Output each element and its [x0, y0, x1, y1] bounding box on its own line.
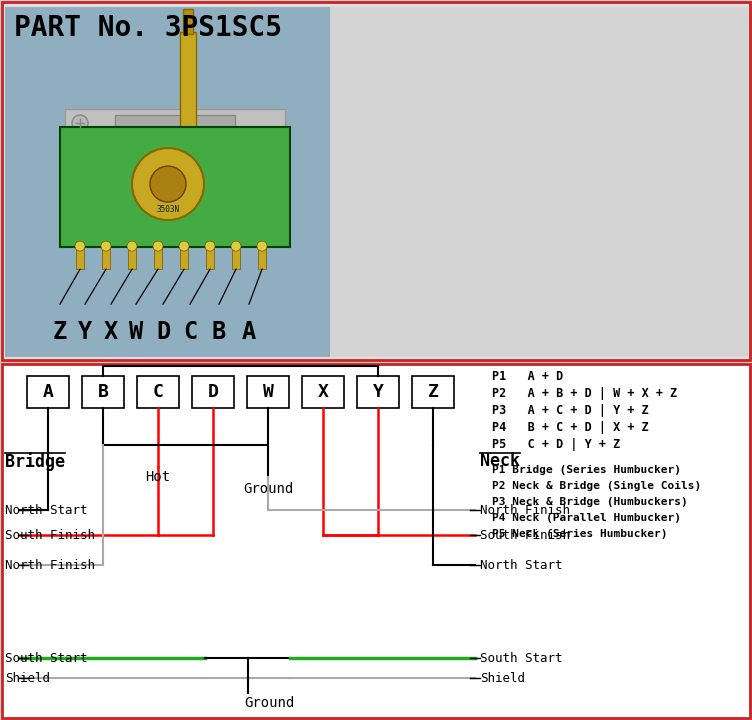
Text: PART No. 3PS1SC5: PART No. 3PS1SC5	[14, 14, 282, 42]
Text: North Start: North Start	[5, 503, 87, 516]
Text: P4   B + C + D | X + Z: P4 B + C + D | X + Z	[492, 421, 649, 434]
Text: Bridge: Bridge	[5, 452, 65, 471]
Bar	[357, 376, 399, 408]
Circle shape	[257, 241, 267, 251]
Text: North Start: North Start	[480, 559, 562, 572]
Bar	[82, 376, 124, 408]
Circle shape	[150, 166, 186, 202]
Bar	[247, 376, 289, 408]
Text: South Start: South Start	[5, 652, 87, 665]
Bar	[412, 376, 454, 408]
Text: B: B	[212, 320, 226, 344]
Bar	[60, 127, 290, 247]
Circle shape	[231, 241, 241, 251]
Text: Z: Z	[53, 320, 67, 344]
Bar	[128, 245, 136, 269]
Text: Neck: Neck	[480, 452, 520, 470]
Text: P2   A + B + D | W + X + Z: P2 A + B + D | W + X + Z	[492, 387, 678, 400]
Text: W: W	[262, 383, 274, 401]
Bar	[258, 245, 266, 269]
Text: Y: Y	[372, 383, 384, 401]
Text: Y: Y	[78, 320, 92, 344]
Text: 3503N: 3503N	[156, 205, 180, 214]
Bar	[137, 376, 179, 408]
Text: South Finish: South Finish	[480, 528, 570, 541]
Bar	[302, 376, 344, 408]
Text: Hot: Hot	[145, 470, 171, 484]
Text: South Start: South Start	[480, 652, 562, 665]
Circle shape	[72, 115, 88, 131]
Text: C: C	[153, 383, 163, 401]
Text: X: X	[317, 383, 329, 401]
Bar	[330, 7, 748, 357]
Text: C: C	[183, 320, 197, 344]
Text: Shield: Shield	[5, 672, 50, 685]
Circle shape	[205, 241, 215, 251]
Bar	[180, 32, 196, 132]
Text: South Finish: South Finish	[5, 528, 95, 541]
Text: A: A	[242, 320, 256, 344]
Bar	[192, 376, 234, 408]
Bar	[76, 245, 84, 269]
Bar	[115, 115, 235, 131]
Text: Ground: Ground	[243, 482, 293, 496]
Text: A: A	[43, 383, 53, 401]
Bar	[206, 245, 214, 269]
Text: Ground: Ground	[244, 696, 294, 710]
Text: P1 Bridge (Series Humbucker): P1 Bridge (Series Humbucker)	[492, 465, 681, 475]
Text: Z: Z	[428, 383, 438, 401]
Text: P3   A + C + D | Y + Z: P3 A + C + D | Y + Z	[492, 404, 649, 417]
Text: P5   C + D | Y + Z: P5 C + D | Y + Z	[492, 438, 620, 451]
Text: North Finish: North Finish	[480, 503, 570, 516]
Bar	[180, 245, 188, 269]
Circle shape	[132, 148, 204, 220]
Text: W: W	[129, 320, 143, 344]
Text: X: X	[104, 320, 118, 344]
Circle shape	[179, 241, 189, 251]
Text: P1   A + D: P1 A + D	[492, 370, 563, 383]
Bar	[65, 109, 285, 137]
Text: B: B	[98, 383, 108, 401]
Bar	[232, 245, 240, 269]
Text: Shield: Shield	[480, 672, 525, 685]
Text: P2 Neck & Bridge (Single Coils): P2 Neck & Bridge (Single Coils)	[492, 481, 702, 491]
Text: D: D	[208, 383, 218, 401]
Text: D: D	[156, 320, 170, 344]
Bar	[154, 245, 162, 269]
Circle shape	[75, 241, 85, 251]
Circle shape	[127, 241, 137, 251]
Text: P3 Neck & Bridge (Humbuckers): P3 Neck & Bridge (Humbuckers)	[492, 497, 688, 507]
Bar	[27, 376, 69, 408]
Circle shape	[153, 241, 163, 251]
Bar	[102, 245, 110, 269]
Bar	[183, 9, 193, 34]
Circle shape	[101, 241, 111, 251]
Text: North Finish: North Finish	[5, 559, 95, 572]
Text: P5 Neck (Series Humbucker): P5 Neck (Series Humbucker)	[492, 529, 668, 539]
Bar	[5, 7, 330, 357]
Text: P4 Neck (Parallel Humbucker): P4 Neck (Parallel Humbucker)	[492, 513, 681, 523]
